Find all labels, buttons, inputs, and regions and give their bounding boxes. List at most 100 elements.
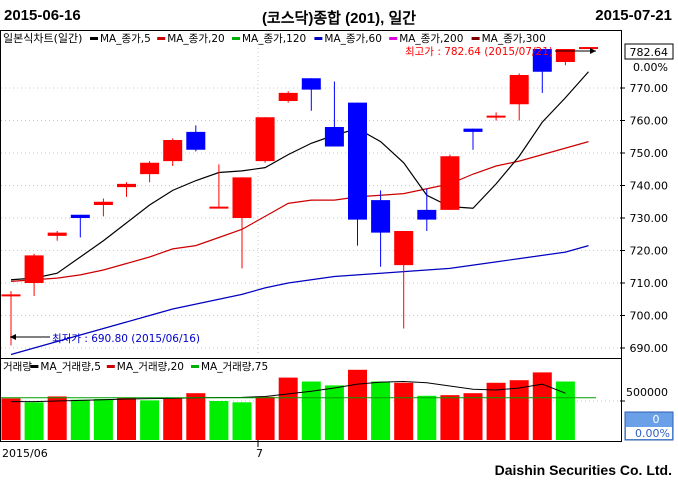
price-tick-label: 740.00	[630, 180, 669, 193]
candle-body	[463, 128, 483, 132]
volume-ma5-line	[11, 380, 566, 403]
volume-tick-label: 500000	[626, 386, 668, 399]
current-price-box	[624, 43, 674, 60]
price-tick-label: 690.00	[630, 342, 669, 355]
price-tick-label: 760.00	[630, 115, 669, 128]
volume-bar	[255, 396, 275, 440]
volume-bar	[93, 399, 113, 440]
candle-body	[255, 117, 275, 162]
volume-bar	[24, 402, 44, 440]
volume-bar	[486, 382, 506, 440]
candle-body	[47, 232, 67, 236]
legend-entry: MA_종가,200	[399, 33, 463, 45]
candle-body	[324, 127, 344, 147]
candle-body	[301, 78, 321, 90]
candle-body	[371, 200, 391, 233]
x-month-label-june: 2015/06	[2, 447, 48, 460]
volume-layer	[1, 369, 625, 440]
candle-body	[93, 201, 113, 205]
candle-body	[394, 231, 414, 266]
ma20-line	[10, 141, 589, 282]
volume-legend-swatch	[191, 365, 199, 368]
candle-body	[440, 156, 460, 210]
candle-body	[555, 49, 575, 62]
min-price-annotation: 최저가 : 690.80 (2015/06/16)	[52, 333, 200, 345]
candle-body	[232, 177, 252, 218]
volume-bar	[324, 385, 344, 440]
volume-legend: 거래량 MA_거래량,5 MA_거래량,20 MA_거래량,75	[3, 361, 268, 373]
volume-bar	[348, 369, 367, 440]
price-axis: 770.00 760.00 750.00 740.00 730.00 720.00 710.…	[620, 82, 668, 355]
end-date: 2015-07-21	[595, 7, 672, 24]
candle-body	[579, 47, 598, 50]
legend-swatch	[90, 37, 98, 40]
volume-legend-entry: MA_거래량,75	[201, 361, 268, 373]
candle-body	[509, 75, 529, 105]
max-pointer-arrow	[590, 48, 596, 54]
candle-body	[278, 92, 298, 101]
volume-bar	[463, 393, 483, 440]
legend-entry: MA_종가,120	[242, 33, 306, 45]
candle-body	[417, 209, 437, 220]
candle-body	[209, 206, 229, 209]
legend-swatch	[314, 37, 323, 40]
volume-bar	[417, 395, 437, 440]
volume-pct-bg	[626, 427, 672, 439]
price-tick-label: 720.00	[630, 245, 669, 258]
volume-change-pct: 0.00%	[635, 427, 670, 440]
volume-bar	[555, 381, 575, 440]
volume-bar	[117, 397, 136, 440]
volume-bar	[163, 398, 183, 440]
price-tick-label: 700.00	[630, 310, 669, 323]
volume-bar	[301, 381, 321, 440]
max-price-annotation: 최고가 : 782.64 (2015/07/21)	[405, 46, 553, 58]
volume-bar	[47, 396, 67, 440]
volume-legend-entry: MA_거래량,20	[117, 361, 184, 373]
legend-swatch	[389, 37, 398, 40]
price-legend: 일본식차트(일간) MA_종가,5 MA_종가,20 MA_종가,120 MA_종가,6…	[3, 31, 546, 45]
price-tick-label: 750.00	[630, 147, 669, 160]
candle-body	[70, 214, 90, 218]
volume-legend-swatch	[30, 365, 39, 368]
legend-swatch	[157, 37, 166, 40]
ma5-line	[10, 71, 589, 281]
volume-bar	[1, 398, 21, 440]
volume-bar	[509, 380, 529, 440]
volume-bar	[371, 381, 391, 440]
legend-swatch	[471, 37, 480, 40]
candle-body	[140, 162, 160, 175]
volume-bar	[140, 400, 160, 440]
volume-bar	[186, 393, 206, 440]
start-date: 2015-06-16	[4, 7, 81, 24]
chart-type-label: 일본식차트(일간)	[3, 31, 82, 45]
candle-body	[532, 49, 552, 72]
volume-bar	[232, 402, 252, 440]
volume-bar	[70, 399, 90, 440]
legend-entry: MA_종가,5	[100, 33, 151, 45]
price-tick-label: 770.00	[630, 82, 669, 95]
candle-body	[348, 102, 367, 220]
legend-entry: MA_종가,300	[482, 33, 546, 45]
candle-body	[163, 140, 183, 162]
grid-layer	[1, 40, 620, 356]
volume-bar	[440, 395, 460, 440]
volume-legend-entry: MA_거래량,5	[40, 361, 101, 373]
moving-average-layer	[10, 71, 589, 356]
volume-current-value: 0	[653, 413, 660, 426]
legend-entry: MA_종가,60	[324, 33, 382, 45]
volume-bar	[209, 401, 229, 440]
current-price-value: 782.64	[630, 46, 669, 59]
chart-title: (코스닥)종합 (201), 일간	[261, 10, 417, 27]
candle-body	[24, 255, 44, 283]
volume-bar	[532, 372, 552, 440]
legend-entry: MA_종가,20	[167, 33, 225, 45]
volume-bar	[278, 377, 298, 440]
candle-layer	[1, 47, 598, 346]
chart-header: 2015-06-16 (코스닥)종합 (201), 일간 2015-07-21	[0, 0, 678, 30]
ma60-line	[10, 245, 589, 356]
candle-body	[1, 294, 21, 297]
x-month-label-july: 7	[256, 447, 263, 460]
candle-body	[186, 131, 206, 150]
volume-legend-swatch	[106, 365, 115, 368]
